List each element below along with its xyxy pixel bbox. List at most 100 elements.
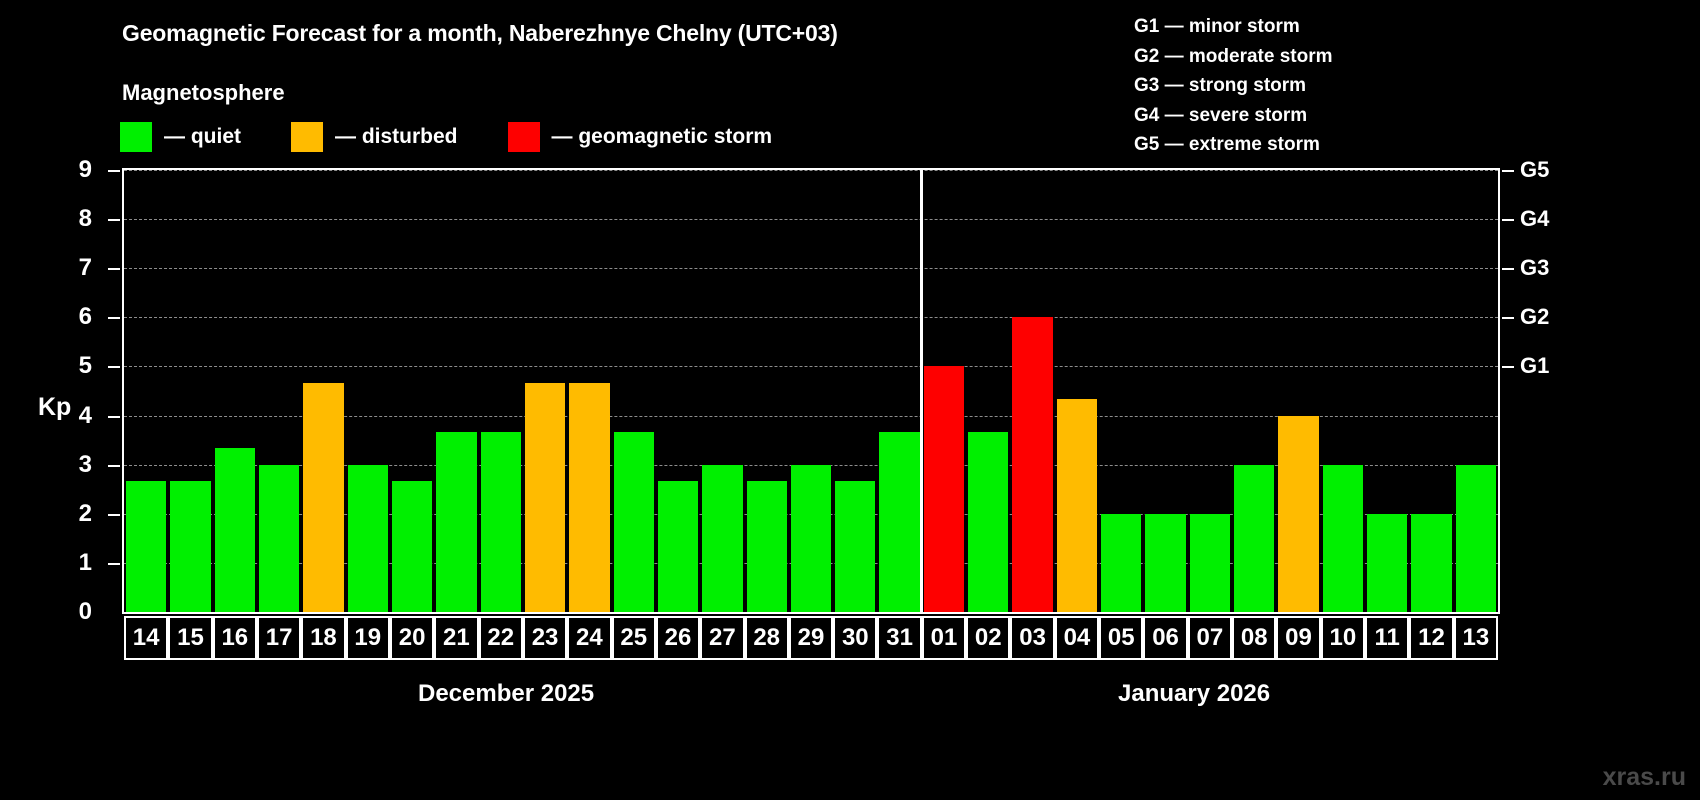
date-cell-18: 18: [301, 616, 346, 660]
date-cell-24: 24: [567, 616, 612, 660]
bar-23: [524, 382, 566, 612]
date-cell-29: 29: [788, 616, 834, 660]
bar-27: [702, 464, 743, 612]
bar-08: [1234, 464, 1275, 612]
y-axis-title: Kp: [38, 393, 72, 421]
bar-28: [746, 480, 787, 612]
date-cell-30: 30: [833, 616, 878, 660]
g-tick-mark-g1: [1502, 366, 1514, 369]
date-cell-16: 16: [212, 616, 257, 660]
bar-03: [1012, 317, 1053, 612]
legend-swatch-storm: [507, 122, 540, 152]
gscale-legend-row-g2: G2 — moderate storm: [1134, 45, 1333, 67]
y-tick-mark-3: [108, 464, 120, 467]
bar-25: [613, 431, 654, 612]
bar-01: [923, 366, 965, 612]
bar-22: [480, 431, 521, 612]
date-cell-13: 13: [1453, 616, 1498, 660]
bar-10: [1322, 464, 1364, 612]
chart-plot-area: [122, 168, 1500, 614]
y-tick-mark-5: [108, 366, 120, 369]
gridline-kp-6: [124, 317, 1498, 319]
y-tick-mark-9: [108, 170, 120, 172]
date-cell-09: 09: [1276, 616, 1321, 660]
y-tick-mark-6: [108, 317, 120, 320]
y-tick-label-6: 6: [78, 303, 92, 331]
date-cell-04: 04: [1054, 616, 1100, 660]
g-tick-label-g2: G2: [1520, 304, 1550, 330]
date-cell-28: 28: [744, 616, 789, 660]
gridline-kp-7: [124, 268, 1498, 270]
g-tick-label-g4: G4: [1520, 206, 1550, 232]
gridline-kp-8: [124, 219, 1498, 221]
y-tick-label-9: 9: [78, 156, 92, 183]
date-cell-12: 12: [1409, 616, 1454, 660]
legend-swatch-quiet: [120, 122, 152, 152]
gscale-legend-row-g4: G4 — severe storm: [1134, 104, 1308, 126]
y-tick-label-1: 1: [78, 548, 92, 576]
month-label-january: January 2026: [1118, 680, 1271, 707]
bar-02: [968, 431, 1009, 612]
date-cell-06: 06: [1143, 616, 1188, 660]
y-tick-label-5: 5: [78, 352, 92, 380]
bar-13: [1455, 464, 1496, 612]
bar-09: [1278, 415, 1319, 612]
y-tick-label-7: 7: [78, 254, 92, 282]
y-tick-label-3: 3: [78, 450, 92, 478]
y-tick-mark-2: [108, 513, 120, 516]
bar-14: [126, 480, 167, 612]
magnetosphere-legend-item: — quiet: [120, 122, 241, 152]
bar-12: [1411, 513, 1452, 612]
gscale-legend-row-g3: G3 — strong storm: [1134, 75, 1307, 96]
legend-label: — geomagnetic storm: [551, 125, 773, 148]
y-tick-mark-7: [108, 268, 120, 271]
gscale-legend-row-g5: G5 — extreme storm: [1134, 134, 1320, 155]
bar-15: [170, 480, 211, 612]
gridline-kp-9: [124, 170, 1498, 171]
date-cell-26: 26: [655, 616, 701, 660]
date-cell-03: 03: [1010, 616, 1055, 660]
date-cell-20: 20: [389, 616, 435, 660]
y-tick-label-2: 2: [78, 499, 92, 527]
date-cell-17: 17: [256, 616, 302, 660]
magnetosphere-legend: — quiet — disturbed — geomagnetic storm: [120, 122, 822, 152]
g-tick-label-g1: G1: [1520, 353, 1550, 379]
bars-layer: [124, 170, 1498, 612]
bar-16: [214, 448, 255, 612]
date-cell-25: 25: [611, 616, 656, 660]
g-tick-mark-g2: [1502, 317, 1514, 320]
y-tick-mark-1: [108, 562, 120, 565]
gscale-legend-row-g1: G1 — minor storm: [1134, 16, 1300, 37]
date-cell-02: 02: [966, 616, 1011, 660]
gscale-legend: G1 — minor storm G2 — moderate storm G3 — …: [1134, 12, 1333, 160]
date-cell-23: 23: [522, 616, 568, 660]
bar-07: [1189, 513, 1231, 612]
y-tick-label-0: 0: [78, 598, 92, 625]
y-tick-mark-4: [108, 415, 120, 418]
bar-26: [657, 480, 699, 612]
date-axis: 14 15 16 17 18 19 20 21 22 23 24 25 26 27 28 29 30 31 01 02…: [122, 616, 1500, 660]
y-tick-label-4: 4: [78, 401, 92, 429]
bar-24: [569, 382, 610, 612]
date-cell-22: 22: [478, 616, 523, 660]
magnetosphere-legend-item: — geomagnetic storm: [507, 122, 773, 152]
date-cell-10: 10: [1320, 616, 1366, 660]
date-cell-08: 08: [1232, 616, 1277, 660]
y-tick-label-8: 8: [78, 205, 92, 233]
bar-04: [1056, 399, 1098, 612]
bar-19: [347, 464, 388, 612]
date-cell-14: 14: [124, 616, 169, 660]
date-cell-05: 05: [1099, 616, 1144, 660]
bar-06: [1145, 513, 1186, 612]
month-label-december: December 2025: [418, 680, 595, 707]
g-tick-mark-g5: [1502, 170, 1514, 172]
date-cell-01: 01: [921, 616, 967, 660]
magnetosphere-legend-item: — disturbed: [291, 122, 458, 152]
legend-label: — disturbed: [335, 125, 458, 148]
bar-20: [391, 480, 433, 612]
gridline-kp-5: [124, 366, 1498, 368]
plot-inner: [124, 170, 1498, 612]
gridline-kp-4: [124, 415, 1498, 417]
g-tick-label-g3: G3: [1520, 255, 1550, 281]
g-tick-mark-g4: [1502, 219, 1514, 222]
